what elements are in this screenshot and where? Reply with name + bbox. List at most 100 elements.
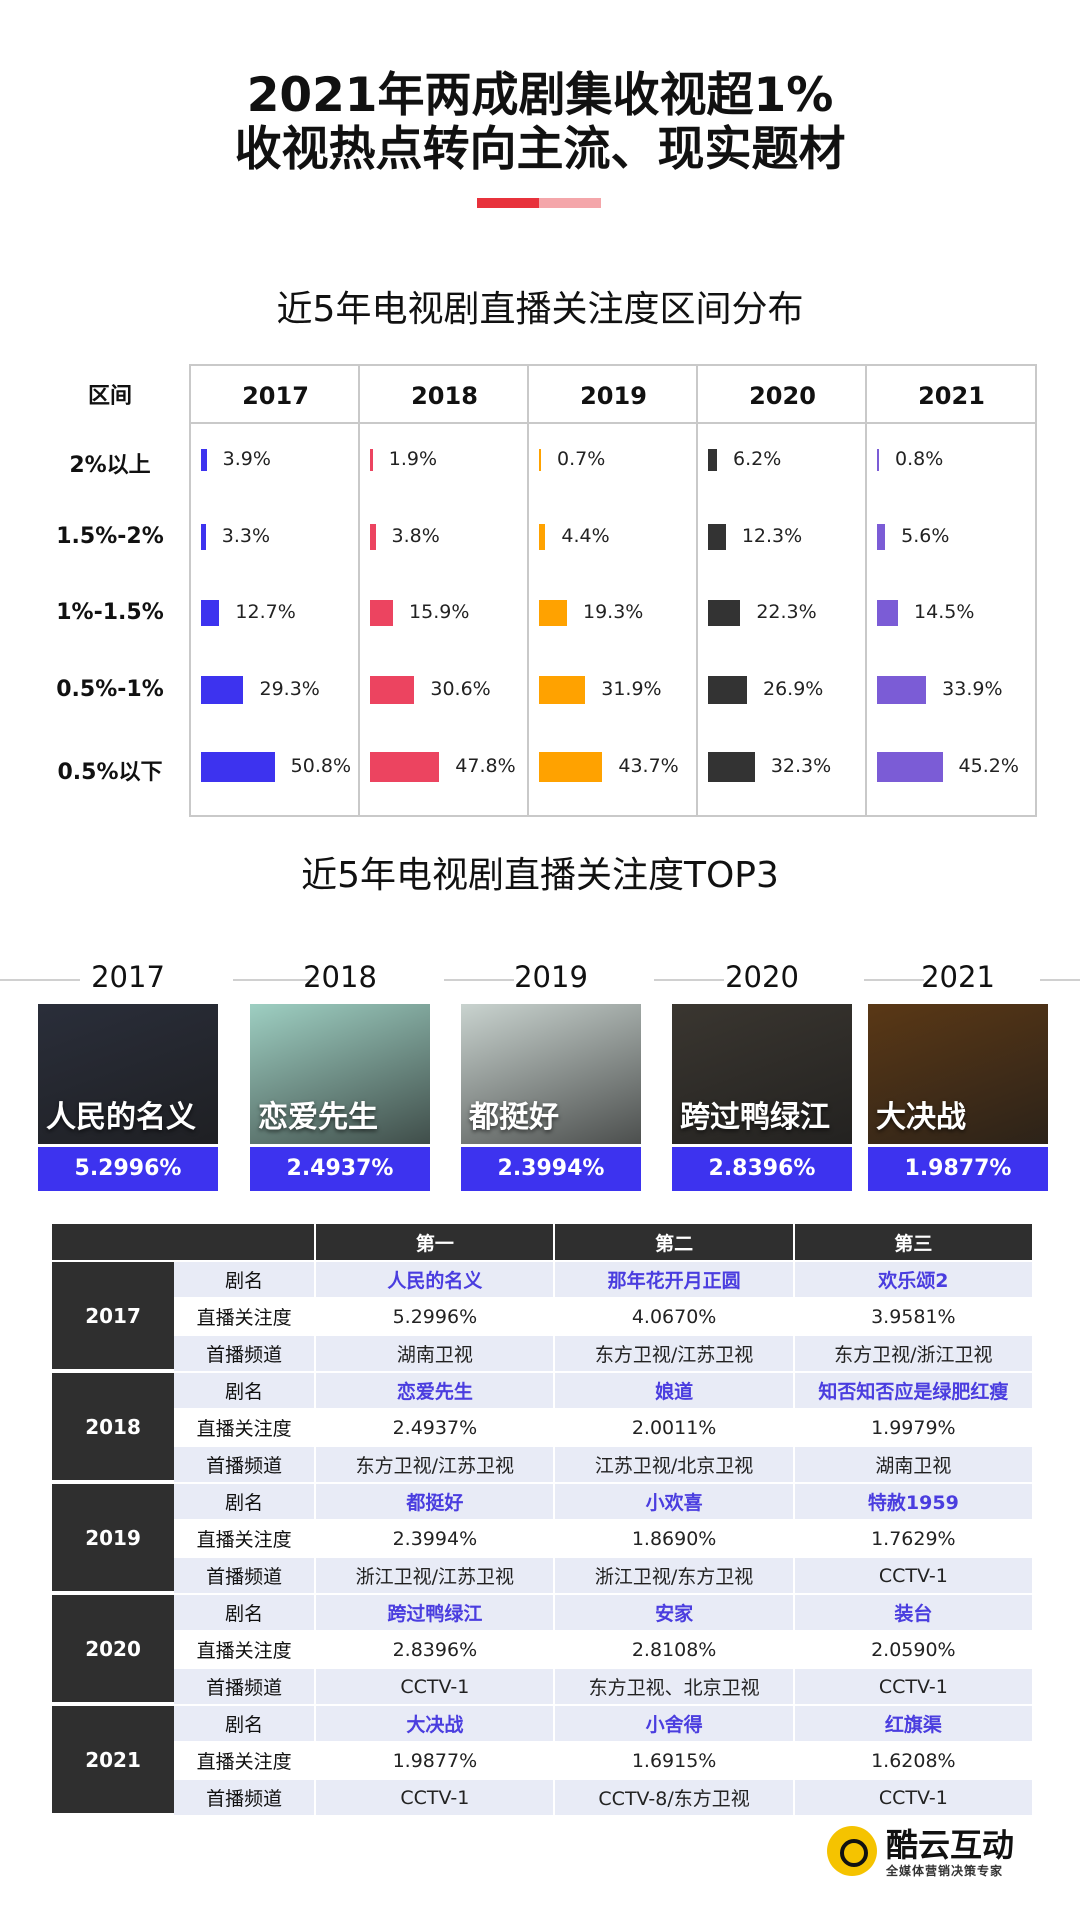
poster-year: 2017	[91, 960, 165, 994]
table-cell: 2.0011%	[553, 1410, 792, 1445]
row-label: 首播频道	[174, 1447, 315, 1482]
range-label: 1.5%-2%	[56, 524, 164, 549]
bar-value-label: 19.3%	[582, 601, 644, 623]
table-cell: CCTV-1	[792, 1780, 1032, 1815]
distribution-bar	[539, 600, 567, 626]
distribution-bar	[708, 676, 747, 704]
drama-poster: 恋爱先生	[250, 1004, 430, 1144]
distribution-bar	[877, 752, 943, 782]
table-cell: 都挺好	[314, 1484, 554, 1519]
distribution-bar	[539, 752, 603, 782]
distribution-table: 2017 2018 2019 2020 2021	[189, 364, 1037, 817]
bar-value-label: 29.3%	[259, 678, 320, 700]
rating-row: 直播关注度 2.4937% 2.0011% 1.9979%	[52, 1410, 1032, 1445]
table-cell: 东方卫视、北京卫视	[553, 1669, 793, 1704]
row-label: 首播频道	[174, 1669, 315, 1704]
header-first: 第一	[314, 1224, 554, 1260]
bar-value-label: 43.7%	[618, 755, 679, 777]
drama-poster: 人民的名义	[38, 1004, 218, 1144]
table-cell: 1.9877%	[314, 1743, 553, 1778]
distribution-bar	[370, 600, 394, 626]
strip-line	[864, 979, 924, 981]
table-cell: 1.7629%	[792, 1521, 1032, 1556]
bar-value-label: 3.3%	[221, 525, 271, 547]
row-label: 剧名	[174, 1595, 315, 1630]
distribution-bar	[201, 676, 244, 704]
strip-line	[654, 979, 724, 981]
brand-name: 酷云互动	[886, 1826, 1015, 1864]
table-cell: 大决战	[314, 1706, 554, 1741]
corner-label: 区间	[87, 384, 132, 409]
distribution-bar	[877, 449, 879, 471]
table-cell: 2.8396%	[314, 1632, 553, 1667]
row-label: 直播关注度	[196, 1751, 292, 1773]
bar-value-label: 0.7%	[557, 448, 606, 470]
table-cell: 红旗渠	[792, 1706, 1032, 1741]
year-header: 2020	[749, 382, 816, 410]
distribution-bar	[708, 524, 726, 550]
bar-value-label: 5.6%	[901, 525, 950, 547]
bar-value-label: 1.9%	[388, 448, 438, 470]
poster-drama-name: 跨过鸭绿江	[680, 1100, 830, 1135]
poster-year: 2018	[303, 960, 377, 994]
distribution-bar	[539, 524, 546, 550]
table-cell: 人民的名义	[314, 1262, 554, 1297]
name-row: 2021 剧名 大决战 小舍得 红旗渠	[52, 1706, 1032, 1815]
year-header: 2021	[918, 382, 985, 410]
table-cell: 浙江卫视/东方卫视	[553, 1558, 793, 1593]
table-cell: 东方卫视/浙江卫视	[792, 1336, 1032, 1371]
title-accent-red	[477, 198, 539, 208]
row-label: 首播频道	[174, 1780, 315, 1815]
channel-row: 首播频道 东方卫视/江苏卫视 江苏卫视/北京卫视 湖南卫视	[52, 1447, 1032, 1482]
year-header: 2018	[411, 382, 478, 410]
table-cell: 安家	[553, 1595, 793, 1630]
channel-row: 首播频道 浙江卫视/江苏卫视 浙江卫视/东方卫视 CCTV-1	[52, 1558, 1032, 1593]
table-cell: 小舍得	[553, 1706, 793, 1741]
top3-table: 第一 第二 第三 2017 剧名 人民的名义 那年花开月正圆 欢乐颂2 直播关注度 5.29…	[52, 1222, 1032, 1817]
table-cell: 2.0590%	[792, 1632, 1032, 1667]
table-cell: 湖南卫视	[314, 1336, 554, 1371]
channel-row: 首播频道 湖南卫视 东方卫视/江苏卫视 东方卫视/浙江卫视	[52, 1336, 1032, 1371]
poster-drama-name: 大决战	[876, 1100, 966, 1135]
header-blank	[52, 1224, 315, 1260]
column-divider	[696, 366, 698, 815]
table-cell: 跨过鸭绿江	[314, 1595, 554, 1630]
year-cell: 2018	[52, 1373, 175, 1482]
brand-logo-icon	[827, 1826, 877, 1876]
distribution-bar	[201, 600, 220, 626]
table-cell: 2.8108%	[553, 1632, 792, 1667]
page-title-line1: 2021年两成剧集收视超1%	[246, 68, 834, 123]
rating-row: 直播关注度 1.9877% 1.6915% 1.6208%	[52, 1743, 1032, 1778]
poster-drama-name: 恋爱先生	[258, 1100, 378, 1135]
table-cell: CCTV-1	[792, 1669, 1032, 1704]
rating-row: 直播关注度 2.3994% 1.8690% 1.7629%	[52, 1521, 1032, 1556]
poster-drama-name: 都挺好	[469, 1100, 559, 1135]
poster-rating-badge: 1.9877%	[868, 1147, 1048, 1191]
table-cell: 2.4937%	[314, 1410, 553, 1445]
row-label: 直播关注度	[196, 1640, 292, 1662]
table-cell: 1.6915%	[553, 1743, 792, 1778]
table-cell: 1.6208%	[792, 1743, 1032, 1778]
bar-value-label: 3.9%	[222, 448, 271, 470]
distribution-bar	[708, 600, 741, 626]
table-cell: CCTV-1	[792, 1558, 1032, 1593]
bar-value-label: 45.2%	[958, 755, 1019, 777]
table-cell: 3.9581%	[792, 1299, 1032, 1334]
year-header: 2019	[580, 382, 647, 410]
table-cell: 知否知否应是绿肥红瘦	[792, 1373, 1032, 1408]
distribution-bar	[877, 676, 927, 704]
table-cell: CCTV-1	[314, 1780, 554, 1815]
distribution-title: 近5年电视剧直播关注度区间分布	[276, 289, 804, 330]
strip-line	[233, 979, 318, 981]
drama-poster: 跨过鸭绿江	[672, 1004, 852, 1144]
bar-value-label: 31.9%	[601, 678, 662, 700]
distribution-bar	[370, 524, 376, 550]
year-cell: 2017	[52, 1262, 175, 1371]
table-cell: 4.0670%	[553, 1299, 792, 1334]
channel-row: 首播频道 CCTV-1 东方卫视、北京卫视 CCTV-1	[52, 1669, 1032, 1704]
row-label: 剧名	[174, 1262, 315, 1297]
table-cell: 那年花开月正圆	[553, 1262, 793, 1297]
distribution-bar	[201, 449, 207, 471]
rating-row: 直播关注度 5.2996% 4.0670% 3.9581%	[52, 1299, 1032, 1334]
table-cell: 湖南卫视	[792, 1447, 1032, 1482]
